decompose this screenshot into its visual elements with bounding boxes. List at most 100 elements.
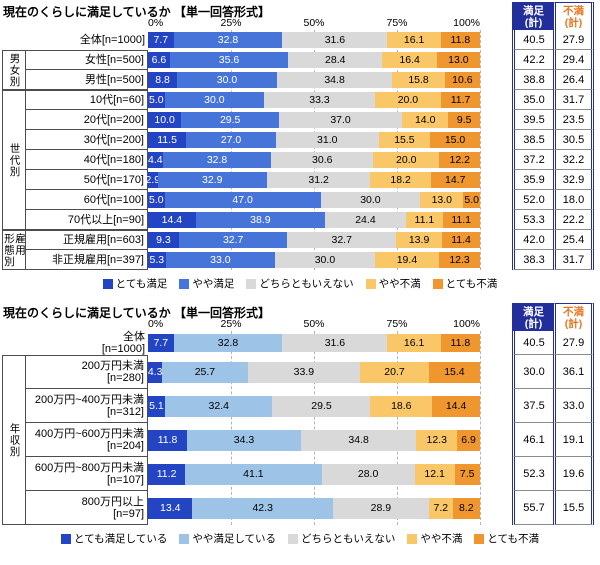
row-label: 200万円未満 [n=280] [26, 355, 148, 389]
bar-value-label: 13.9 [408, 234, 430, 246]
spacer [480, 331, 512, 355]
spacer [480, 110, 512, 130]
gridlines [148, 30, 481, 270]
spacer [480, 491, 512, 525]
bar-value-label: 11.4 [451, 234, 471, 246]
axis-tick: 50% [303, 318, 325, 330]
gridlines [148, 331, 481, 525]
bar-cell: 11.5 27.0 31.0 15.5 15.0 [148, 130, 480, 150]
group-rows: 全体[n=1000] 7.7 32.8 31.6 16.1 11.8 40.5 27.9 [26, 30, 594, 50]
bar-value-label: 37.0 [330, 114, 351, 126]
chart-row: 女性[n=500] 6.6 35.6 28.4 16.4 13.0 42.2 29.4 [26, 50, 594, 70]
row-label: 800万円以上 [n=97] [26, 491, 148, 525]
gridline [231, 331, 232, 525]
bar-value-label: 35.6 [218, 54, 240, 66]
bar-segment: 32.8 [162, 152, 272, 168]
legend-label: とても不満 [445, 278, 498, 290]
bar-value-label: 16.1 [403, 337, 425, 349]
legend-item: とても満足 [102, 276, 168, 291]
bar-segment: 10.6 [444, 72, 480, 88]
bar-value-label: 24.4 [355, 214, 376, 226]
legend-label: とても満足 [115, 278, 168, 290]
chart-header: 現在のくらしに満足しているか 【単一回答形式】 0% 25% 50% 75% 100% 満足… [0, 2, 600, 30]
axis-tick: 0% [148, 318, 164, 330]
dissatisfied-total-value: 27.9 [553, 30, 594, 50]
dissatisfied-total-value: 22.2 [553, 210, 594, 230]
chart-title: 現在のくらしに満足しているか 【単一回答形式】 [3, 5, 270, 19]
bar-value-label: 34.8 [324, 74, 345, 86]
legend-item: やや満足している [179, 531, 276, 546]
satisfied-total-value: 42.2 [512, 50, 553, 70]
bar-value-label: 5.0 [148, 94, 164, 106]
spacer [480, 230, 512, 250]
legend-item: やや不満 [365, 276, 421, 291]
satisfied-total-value: 35.9 [512, 170, 553, 190]
bar-segment: 14.7 [430, 172, 480, 188]
bar-value-label: 14.7 [445, 174, 466, 186]
gridline [480, 30, 481, 270]
stacked-bar: 5.0 47.0 30.0 13.0 5.0 [148, 192, 480, 208]
dissatisfied-total-value: 32.2 [553, 150, 594, 170]
bar-value-label: 32.7 [222, 234, 244, 246]
bar-value-label: 5.0 [464, 194, 479, 206]
bar-segment: 37.0 [279, 112, 402, 128]
bar-segment: 34.8 [276, 72, 393, 88]
gridline [314, 331, 315, 525]
chart-row: 60代[n=100] 5.0 47.0 30.0 13.0 5.0 52.0 18.0 [26, 190, 594, 210]
spacer [480, 355, 512, 389]
spacer [480, 130, 512, 150]
stacked-bar: 4.4 32.8 30.6 20.0 12.2 [148, 152, 480, 168]
chart-row: 70代以上[n=90] 14.4 38.9 24.4 11.1 11.1 53.3 22.2 [26, 210, 594, 230]
chart-attributes: 現在のくらしに満足しているか 【単一回答形式】 0% 25% 50% 75% 100% 満足… [0, 2, 600, 291]
bar-value-label: 14.4 [445, 400, 467, 412]
stacked-bar: 14.4 38.9 24.4 11.1 11.1 [148, 212, 480, 228]
stacked-bar: 6.6 35.6 28.4 16.4 13.0 [148, 52, 480, 68]
bar-cell: 2.9 32.9 31.2 18.2 14.7 [146, 170, 480, 190]
bar-segment: 4.3 [148, 361, 162, 383]
bar-segment: 7.2 [428, 497, 453, 519]
bar-value-label: 11.8 [450, 337, 471, 349]
bar-value-label: 30.0 [204, 94, 225, 106]
bar-cell: 9.3 32.7 32.7 13.9 11.4 [148, 230, 480, 250]
satisfied-total-value: 53.3 [512, 210, 553, 230]
legend-item: どちらともいえない [288, 531, 395, 546]
bar-value-label: 32.7 [331, 234, 352, 246]
bar-segment: 30.0 [275, 252, 375, 268]
dissatisfied-total-value: 23.5 [553, 110, 594, 130]
bar-value-label: 13.4 [160, 502, 181, 514]
legend-item: とても不満 [474, 531, 539, 546]
bar-segment: 11.7 [441, 92, 480, 108]
bar-segment: 15.0 [430, 132, 480, 148]
bar-value-label: 18.6 [391, 400, 412, 412]
bar-value-label: 42.3 [252, 502, 273, 514]
dissatisfied-total-value: 19.1 [553, 423, 594, 457]
stacked-bar: 5.1 32.4 29.5 18.6 14.4 [148, 395, 480, 417]
legend-label: やや不満 [420, 533, 463, 545]
bar-cell: 13.4 42.3 28.9 7.2 8.2 [148, 491, 480, 525]
legend: とても満足 やや満足 どちらともいえない やや不満 とても不満 [0, 276, 600, 291]
axis-tick: 25% [220, 17, 242, 29]
row-label: 600万円~800万円未満 [n=107] [26, 457, 148, 491]
dissatisfied-total-value: 33.0 [553, 389, 594, 423]
dissatisfied-total-header: 不満 (計) [553, 2, 594, 30]
dissatisfied-total-value: 31.7 [553, 90, 594, 110]
bar-segment: 14.4 [148, 212, 196, 228]
bar-cell: 6.6 35.6 28.4 16.4 13.0 [148, 50, 480, 70]
legend-label: とても満足している [73, 533, 168, 545]
bar-segment: 6.6 [148, 52, 170, 68]
bar-value-label: 7.7 [153, 337, 169, 349]
satisfied-total-value: 40.5 [512, 331, 553, 355]
legend-swatch [179, 533, 190, 544]
bar-value-label: 16.1 [403, 34, 425, 46]
row-group: 全体 [n=1000] 7.7 32.8 31.6 16.1 11.8 40.5 27.9 [2, 331, 600, 355]
bar-cell: 5.0 30.0 33.3 20.0 11.7 [148, 90, 480, 110]
bar-value-label: 9.5 [456, 114, 472, 126]
group-label-cell: 世代別 [2, 90, 26, 230]
bar-segment: 16.1 [387, 32, 441, 48]
bar-segment: 4.4 [148, 152, 163, 168]
bar-segment: 31.0 [275, 132, 379, 148]
group-label-cell: 雇用 形態別 [2, 230, 26, 270]
satisfied-total-value: 38.8 [512, 70, 553, 90]
bar-value-label: 33.0 [210, 254, 231, 266]
legend-swatch [102, 278, 113, 289]
